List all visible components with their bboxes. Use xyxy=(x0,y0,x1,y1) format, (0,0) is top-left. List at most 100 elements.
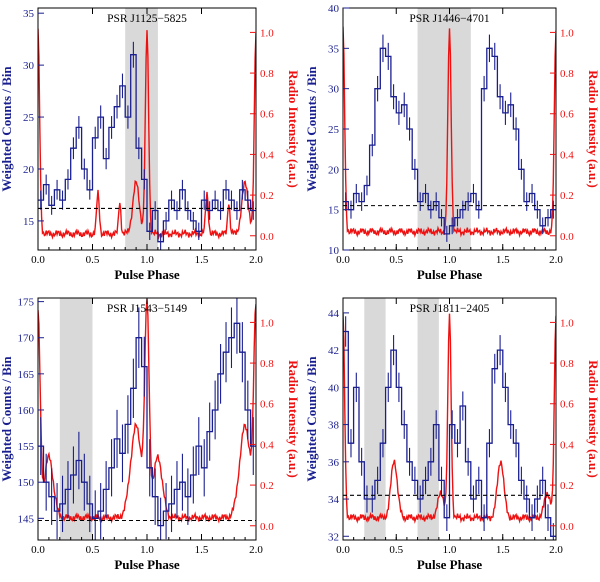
x-tick-label: 0.0 xyxy=(31,544,45,556)
y2-tick-label: 0.4 xyxy=(260,439,274,451)
y-tick-label: 15 xyxy=(23,216,35,228)
y-tick-label: 32 xyxy=(328,531,339,543)
x-tick-label: 1.5 xyxy=(496,254,510,266)
x-tick-label: 1.5 xyxy=(195,254,209,266)
panel-3: 0.0 0.5 1.0 1.5 2.0 Pulse Phase 145 150 155 160 16… xyxy=(0,297,301,572)
y-tick-label: 40 xyxy=(328,382,340,394)
y-axis-label: Weighted Counts / Bin xyxy=(304,66,319,192)
y-tick-label: 30 xyxy=(328,84,340,96)
y2-tick-label: 0.4 xyxy=(560,149,574,161)
x-tick-label: 2.0 xyxy=(249,254,263,266)
panel-2: 0.0 0.5 1.0 1.5 2.0 Pulse Phase 10 15 20 25 30 35 40… xyxy=(304,3,600,282)
y2-tick-label: 1.0 xyxy=(560,317,574,329)
x-tick-label: 0.5 xyxy=(86,544,100,556)
x-tick-label: 0.5 xyxy=(86,254,100,266)
plot-area xyxy=(38,298,256,540)
y-tick-label: 150 xyxy=(18,477,35,489)
y2-tick-label: 1.0 xyxy=(260,27,274,39)
y2-tick-label: 0.6 xyxy=(260,399,274,411)
panel-1: 0.0 0.5 1.0 1.5 2.0 Pulse Phase 15 20 25 30 35 Weig… xyxy=(0,7,301,282)
y2-tick-label: 1.0 xyxy=(560,27,574,39)
y-tick-label: 20 xyxy=(328,164,340,176)
x-axis-label: Pulse Phase xyxy=(417,557,483,572)
gamma-histogram-line xyxy=(343,47,556,235)
x-axis-label: Pulse Phase xyxy=(114,557,180,572)
radio-profile-line xyxy=(38,28,256,240)
y-tick-label: 175 xyxy=(18,297,35,309)
y2-axis-label: Radio Intensity (a.u.) xyxy=(286,360,301,478)
x-tick-label: 1.0 xyxy=(140,254,154,266)
x-tick-label: 2.0 xyxy=(549,544,563,556)
x-tick-label: 0.5 xyxy=(389,544,403,556)
y2-tick-label: 0.6 xyxy=(560,109,574,121)
panel-4: 0.0 0.5 1.0 1.5 2.0 Pulse Phase 32 34 36 38 40 42 44… xyxy=(304,297,600,572)
y2-tick-label: 0.0 xyxy=(560,231,574,243)
y2-axis-label: Radio Intensity (a.u.) xyxy=(286,70,301,188)
y2-tick-label: 0.8 xyxy=(560,68,574,80)
gamma-histogram-line xyxy=(343,330,556,537)
y-tick-label: 44 xyxy=(328,308,340,320)
y-tick-label: 15 xyxy=(328,205,340,217)
panel-title: PSR J1125−5825 xyxy=(107,13,187,25)
y2-tick-label: 0.2 xyxy=(560,480,574,492)
y-axis-label: Weighted Counts / Bin xyxy=(304,356,319,482)
x-tick-label: 0.5 xyxy=(389,254,403,266)
y-tick-label: 145 xyxy=(18,513,35,525)
y2-tick-label: 0.6 xyxy=(560,399,574,411)
plot-area xyxy=(343,8,556,250)
y2-tick-label: 0.4 xyxy=(560,439,574,451)
y2-axis-label: Radio Intensity (a.u.) xyxy=(586,360,600,478)
y-axis-label: Weighted Counts / Bin xyxy=(0,66,14,192)
y-tick-label: 36 xyxy=(328,457,340,469)
x-tick-label: 2.0 xyxy=(249,544,263,556)
y-tick-label: 35 xyxy=(328,43,340,55)
radio-profile-line xyxy=(343,26,556,239)
radio-profile-line xyxy=(343,312,556,524)
y2-tick-label: 0.8 xyxy=(260,68,274,80)
y2-tick-label: 0.0 xyxy=(560,521,574,533)
x-tick-label: 0.0 xyxy=(31,254,45,266)
panel-title: PSR J1543−5149 xyxy=(107,303,188,315)
x-tick-label: 1.0 xyxy=(443,254,457,266)
y-tick-label: 25 xyxy=(328,124,340,136)
y-tick-label: 35 xyxy=(23,8,35,20)
y-tick-label: 160 xyxy=(18,405,35,417)
y-tick-label: 30 xyxy=(23,60,35,72)
y2-tick-label: 0.8 xyxy=(560,358,574,370)
y-tick-label: 20 xyxy=(23,164,35,176)
gamma-histogram-line xyxy=(38,54,256,243)
shaded-band-2 xyxy=(417,298,439,540)
x-axis-label: Pulse Phase xyxy=(417,267,483,282)
plot-area xyxy=(343,298,556,540)
y2-tick-label: 0.6 xyxy=(260,109,274,121)
x-axis-label: Pulse Phase xyxy=(114,267,180,282)
x-tick-label: 1.0 xyxy=(140,544,154,556)
y-axis-label: Weighted Counts / Bin xyxy=(0,356,14,482)
y2-axis-label: Radio Intensity (a.u.) xyxy=(586,70,600,188)
y-tick-label: 40 xyxy=(328,3,340,15)
y2-tick-label: 0.8 xyxy=(260,358,274,370)
y-tick-label: 25 xyxy=(23,112,35,124)
x-tick-label: 2.0 xyxy=(549,254,563,266)
gamma-histogram-line xyxy=(38,322,256,527)
y-tick-label: 170 xyxy=(18,333,35,345)
panel-title: PSR J1446−4701 xyxy=(409,13,490,25)
y2-tick-label: 0.0 xyxy=(260,231,274,243)
y-tick-label: 155 xyxy=(18,441,35,453)
y2-tick-label: 1.0 xyxy=(260,317,274,329)
shaded-band-1 xyxy=(125,8,158,250)
y-tick-label: 165 xyxy=(18,369,35,381)
y-tick-label: 42 xyxy=(328,345,339,357)
x-tick-label: 1.0 xyxy=(443,544,457,556)
y2-tick-label: 0.0 xyxy=(260,521,274,533)
y2-tick-label: 0.4 xyxy=(260,149,274,161)
y2-tick-label: 0.2 xyxy=(260,190,274,202)
y2-tick-label: 0.2 xyxy=(560,190,574,202)
y2-tick-label: 0.2 xyxy=(260,480,274,492)
x-tick-label: 1.5 xyxy=(195,544,209,556)
y-tick-label: 10 xyxy=(328,245,340,257)
x-tick-label: 1.5 xyxy=(496,544,510,556)
plot-area xyxy=(38,8,256,250)
panel-title: PSR J1811−2405 xyxy=(410,303,490,315)
